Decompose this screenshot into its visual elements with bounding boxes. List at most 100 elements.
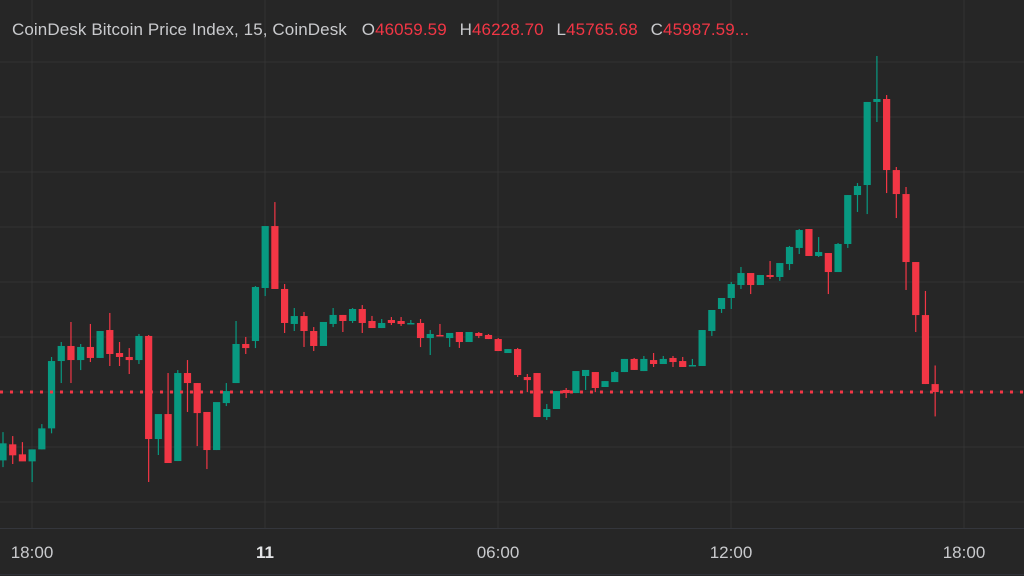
time-axis[interactable]: 18:00 11 06:00 12:00 18:00 bbox=[0, 528, 1024, 576]
candle bbox=[96, 331, 104, 358]
time-tick-1800-prev: 18:00 bbox=[10, 543, 54, 562]
close-label: C bbox=[650, 20, 664, 39]
candle bbox=[77, 343, 85, 371]
candle bbox=[659, 355, 667, 365]
candle bbox=[640, 355, 648, 372]
open-value: 46059.59 bbox=[375, 20, 447, 39]
candle bbox=[552, 391, 561, 410]
candle bbox=[358, 305, 366, 333]
series-legend: CoinDesk Bitcoin Price Index, 15, CoinDe… bbox=[12, 20, 749, 40]
candle bbox=[688, 358, 697, 367]
candle bbox=[115, 342, 124, 366]
candle bbox=[47, 356, 56, 434]
candle bbox=[426, 330, 434, 355]
candle bbox=[280, 284, 289, 333]
candle bbox=[883, 95, 891, 194]
candle bbox=[232, 320, 240, 384]
candle bbox=[533, 373, 541, 418]
candle bbox=[446, 332, 454, 347]
candle bbox=[125, 348, 133, 375]
candle bbox=[174, 370, 182, 462]
candle bbox=[708, 309, 716, 336]
candle bbox=[601, 381, 609, 388]
candle bbox=[844, 195, 852, 248]
candle bbox=[407, 320, 415, 325]
candle bbox=[824, 253, 832, 295]
candle bbox=[164, 373, 172, 464]
candle bbox=[737, 266, 745, 289]
candle bbox=[193, 383, 201, 447]
candle bbox=[805, 229, 813, 256]
candle bbox=[863, 101, 871, 215]
time-tick-0600: 06:00 bbox=[476, 543, 520, 562]
candle bbox=[339, 314, 347, 332]
candle bbox=[183, 360, 192, 412]
candle bbox=[387, 317, 395, 325]
candle bbox=[494, 338, 502, 352]
candle bbox=[319, 321, 328, 346]
candle bbox=[436, 323, 444, 337]
candle bbox=[562, 387, 570, 399]
candle bbox=[514, 347, 522, 377]
candle bbox=[815, 237, 823, 257]
candle bbox=[251, 286, 260, 349]
candle bbox=[717, 298, 726, 313]
open-label: O bbox=[361, 20, 376, 39]
candle bbox=[620, 358, 629, 373]
grid-lines bbox=[0, 0, 1024, 528]
time-tick-1200: 12:00 bbox=[709, 543, 753, 562]
time-tick-day-11: 11 bbox=[256, 543, 274, 562]
candle bbox=[873, 55, 881, 122]
candle bbox=[912, 262, 920, 332]
high-value: 46228.70 bbox=[472, 20, 544, 39]
candle bbox=[834, 243, 842, 273]
candle bbox=[679, 356, 687, 367]
candle bbox=[261, 226, 269, 297]
candle bbox=[931, 365, 939, 417]
candle bbox=[465, 331, 473, 343]
candles bbox=[0, 55, 939, 483]
candle bbox=[106, 312, 114, 366]
candle bbox=[213, 402, 221, 451]
candle bbox=[853, 183, 862, 212]
candle bbox=[727, 281, 735, 310]
candlestick-plot[interactable] bbox=[0, 0, 1024, 528]
candle bbox=[756, 275, 764, 286]
candle bbox=[348, 308, 357, 323]
candle bbox=[416, 319, 425, 348]
candle bbox=[591, 372, 599, 393]
candle bbox=[611, 371, 619, 383]
candle bbox=[543, 404, 551, 421]
candle bbox=[67, 321, 75, 384]
candle bbox=[572, 371, 580, 394]
candle bbox=[698, 330, 706, 366]
candle bbox=[921, 290, 930, 385]
candle bbox=[203, 411, 211, 470]
candle bbox=[28, 449, 36, 483]
candle bbox=[135, 333, 143, 365]
candle bbox=[57, 342, 65, 384]
candle bbox=[582, 369, 590, 390]
candle bbox=[504, 349, 512, 354]
candle bbox=[310, 327, 318, 352]
candle bbox=[523, 374, 531, 393]
candle bbox=[368, 315, 376, 329]
candle bbox=[455, 331, 463, 348]
candle bbox=[630, 357, 638, 370]
candle bbox=[785, 245, 794, 271]
low-label: L bbox=[556, 20, 567, 39]
candle bbox=[892, 166, 900, 219]
candle bbox=[38, 424, 46, 450]
candle bbox=[795, 229, 803, 255]
candle bbox=[290, 308, 298, 332]
candle bbox=[747, 273, 755, 295]
high-label: H bbox=[459, 20, 472, 39]
candle bbox=[766, 261, 774, 279]
close-value: 45987.59... bbox=[663, 20, 750, 39]
candle bbox=[222, 383, 230, 407]
symbol-title: CoinDesk Bitcoin Price Index, 15, CoinDe… bbox=[12, 20, 347, 39]
candle bbox=[378, 319, 386, 329]
candle bbox=[271, 202, 279, 289]
candle bbox=[902, 187, 910, 290]
